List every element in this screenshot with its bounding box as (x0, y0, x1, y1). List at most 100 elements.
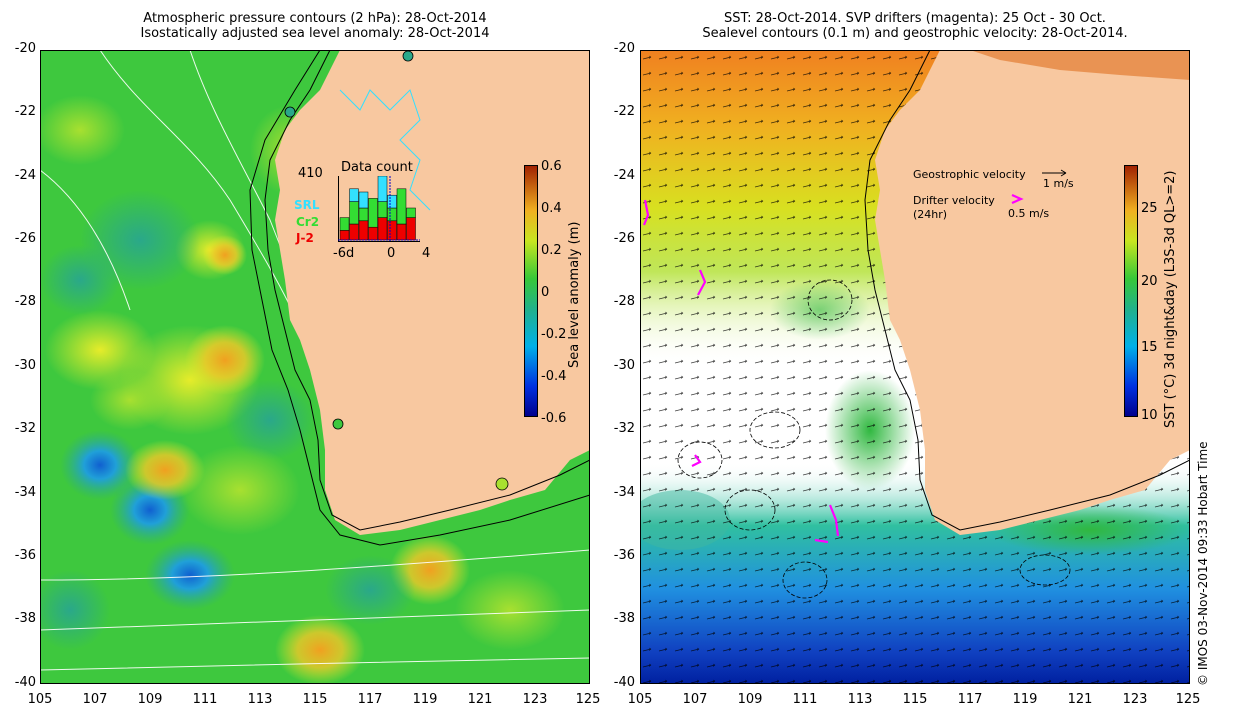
histogram-count: 410 (298, 166, 323, 181)
right-colorbar (1124, 165, 1138, 417)
histogram-bar-cr2 (387, 207, 397, 222)
right-x-tick: 109 (737, 692, 763, 707)
hist-x-tick: 0 (387, 246, 396, 261)
left-y-tick: -34 (14, 485, 36, 500)
left-x-tick: 125 (575, 692, 601, 707)
left-y-tick: -26 (14, 231, 36, 246)
right-x-tick: 117 (957, 692, 983, 707)
hist-x-tick: 4 (422, 246, 431, 261)
left-cb-tick: -0.2 (541, 327, 567, 342)
histogram-bar-cr2 (377, 201, 388, 218)
left-x-tick: 105 (27, 692, 53, 707)
left-x-tick: 107 (82, 692, 108, 707)
right-x-tick: 111 (792, 692, 818, 707)
histogram-bar-srl (349, 188, 359, 202)
histogram-bar-j2 (368, 226, 378, 241)
histogram-bar-srl (387, 194, 397, 209)
hist-x-tick: -6d (333, 246, 355, 261)
credit-text: © IMOS 03-Nov-2014 09:33 Hobart Time (1196, 441, 1210, 686)
left-cb-tick: 0.2 (541, 243, 562, 258)
right-y-tick: -22 (613, 104, 635, 119)
right-y-tick: -30 (613, 358, 635, 373)
right-x-tick: 113 (847, 692, 873, 707)
right-x-tick: 125 (1175, 692, 1201, 707)
histogram-bar-cr2 (406, 207, 416, 218)
left-y-tick: -28 (14, 294, 36, 309)
hist-legend-j2: J-2 (296, 231, 314, 245)
right-y-tick: -24 (613, 168, 635, 183)
right-y-tick: -34 (613, 485, 635, 500)
left-y-tick: -22 (14, 104, 36, 119)
histogram-bar-srl (377, 176, 388, 202)
histogram-bar-j2 (396, 223, 407, 241)
left-y-tick: -36 (14, 548, 36, 563)
right-x-tick: 123 (1122, 692, 1148, 707)
right-y-tick: -26 (613, 231, 635, 246)
right-x-tick: 121 (1067, 692, 1093, 707)
right-title-line2: Sealevel contours (0.1 m) and geostrophi… (702, 26, 1128, 41)
left-colorbar (524, 165, 538, 417)
left-y-tick: -30 (14, 358, 36, 373)
right-y-tick: -20 (613, 41, 635, 56)
geostrophic-arrow-icon (1042, 169, 1067, 177)
left-cb-tick: 0.6 (541, 159, 562, 174)
histogram-bar-cr2 (358, 207, 369, 222)
drifter-velocity-sublabel: (24hr) (913, 208, 948, 221)
drifter-scale-label: 0.5 m/s (1008, 207, 1050, 220)
left-title-line1: Atmospheric pressure contours (2 hPa): 2… (143, 11, 487, 26)
histogram-title: Data count (341, 160, 413, 175)
right-title-line1: SST: 28-Oct-2014. SVP drifters (magenta)… (724, 11, 1106, 26)
histogram-bar-cr2 (349, 201, 359, 225)
left-x-tick: 119 (412, 692, 438, 707)
left-cb-tick: -0.6 (541, 411, 567, 426)
left-x-tick: 123 (522, 692, 548, 707)
geostrophic-scale-label: 1 m/s (1043, 177, 1074, 190)
left-x-tick: 113 (247, 692, 273, 707)
left-cb-tick: -0.4 (541, 369, 567, 384)
hist-legend-srl: SRL (294, 198, 320, 212)
right-cb-tick: 15 (1141, 340, 1158, 355)
left-colorbar-label: Sea level anomaly (m) (567, 221, 582, 368)
left-x-tick: 109 (137, 692, 163, 707)
left-cb-tick: 0.4 (541, 201, 562, 216)
histogram-bar-cr2 (368, 198, 378, 228)
geostrophic-velocity-label: Geostrophic velocity (913, 168, 1026, 181)
left-y-tick: -38 (14, 611, 36, 626)
histogram-bar-j2 (406, 217, 416, 241)
histogram-bar-cr2 (339, 217, 350, 231)
left-x-tick: 115 (302, 692, 328, 707)
left-cb-tick: 0 (541, 285, 550, 300)
left-sla-map (40, 50, 590, 684)
right-y-tick: -36 (613, 548, 635, 563)
histogram-bar-j2 (387, 220, 397, 241)
left-x-tick: 117 (357, 692, 383, 707)
histogram-bar-cr2 (396, 188, 407, 225)
right-sst-map (640, 50, 1190, 684)
right-cb-tick: 20 (1141, 274, 1158, 289)
left-y-tick: -32 (14, 421, 36, 436)
histogram-bar-j2 (377, 217, 388, 241)
right-y-tick: -32 (613, 421, 635, 436)
right-x-tick: 115 (902, 692, 928, 707)
drifter-arrow-icon (1011, 193, 1024, 205)
right-y-tick: -28 (613, 294, 635, 309)
right-y-tick: -40 (613, 675, 635, 690)
left-y-tick: -40 (14, 675, 36, 690)
left-x-tick: 121 (467, 692, 493, 707)
histogram-chart (338, 176, 420, 242)
left-x-tick: 111 (192, 692, 218, 707)
right-x-tick: 119 (1012, 692, 1038, 707)
histogram-bar-j2 (349, 223, 359, 241)
left-title-line2: Isostatically adjusted sea level anomaly… (140, 26, 490, 41)
right-y-tick: -38 (613, 611, 635, 626)
hist-legend-cr2: Cr2 (296, 215, 320, 229)
right-x-tick: 105 (627, 692, 653, 707)
drifter-velocity-label: Drifter velocity (913, 194, 995, 207)
right-colorbar-label: SST (°C) 3d night&day (L3S-3d QL>=2) (1163, 170, 1178, 429)
histogram-bar-srl (358, 191, 369, 209)
left-y-tick: -20 (14, 41, 36, 56)
right-x-tick: 107 (682, 692, 708, 707)
right-cb-tick: 25 (1141, 201, 1158, 216)
left-y-tick: -24 (14, 168, 36, 183)
histogram-bar-j2 (339, 230, 350, 241)
